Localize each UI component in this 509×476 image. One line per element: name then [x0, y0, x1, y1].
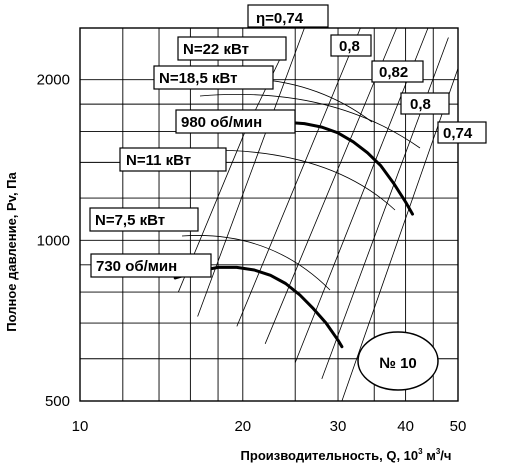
svg-text:N=11 кВт: N=11 кВт: [126, 152, 191, 169]
power-label: N=22 кВт: [177, 36, 287, 61]
size-badge: № 10: [357, 331, 439, 391]
efficiency-line: [321, 37, 449, 380]
power-line: [181, 235, 331, 291]
plot-frame: [79, 27, 459, 402]
efficiency-label: 0,82: [371, 60, 424, 83]
power-label: N=18,5 кВт: [153, 65, 274, 90]
svg-text:980 об/мин: 980 об/мин: [181, 114, 262, 131]
svg-text:η=0,74: η=0,74: [256, 10, 304, 27]
svg-text:N=18,5 кВт: N=18,5 кВт: [159, 70, 237, 87]
x-axis-title: Производительность, Q, 103 м3/ч: [241, 447, 452, 463]
x-tick-label: 20: [234, 418, 251, 435]
svg-text:0,82: 0,82: [379, 64, 408, 81]
svg-text:0,8: 0,8: [410, 96, 431, 113]
svg-text:0,8: 0,8: [339, 38, 360, 55]
y-axis-title: Полное давление, Pv, Па: [4, 171, 19, 331]
efficiency-label: 0,8: [400, 92, 450, 115]
fan-curve: [173, 265, 344, 349]
x-tick-label: 10: [72, 418, 89, 435]
y-tick-label: 1000: [37, 232, 70, 249]
y-tick-label: 500: [45, 393, 70, 410]
svg-text:N=7,5 кВт: N=7,5 кВт: [95, 212, 165, 229]
svg-text:0,74: 0,74: [443, 125, 473, 142]
x-tick-label: 40: [397, 418, 414, 435]
tick-labels: 10 20 30 40 50 500 1000 2000: [37, 72, 467, 435]
fan-curve: [243, 120, 414, 216]
power-line: [209, 149, 396, 211]
svg-text:730 об/мин: 730 об/мин: [96, 258, 177, 275]
efficiency-line: [294, 27, 429, 363]
efficiency-line: [236, 27, 361, 327]
rpm-label: 980 об/мин: [175, 109, 296, 134]
x-tick-label: 50: [450, 418, 467, 435]
y-tick-label: 2000: [37, 72, 70, 89]
svg-text:№ 10: № 10: [379, 355, 417, 372]
efficiency-label: 0,74: [437, 121, 487, 144]
power-line: [199, 94, 421, 149]
power-label: N=11 кВт: [119, 147, 227, 172]
efficiency-label: 0,8: [330, 34, 372, 57]
rpm-label: 730 об/мин: [90, 253, 212, 278]
x-tick-label: 30: [330, 418, 347, 435]
efficiency-label: η=0,74: [247, 4, 329, 28]
power-label: N=7,5 кВт: [89, 207, 199, 232]
svg-text:N=22 кВт: N=22 кВт: [183, 41, 249, 58]
